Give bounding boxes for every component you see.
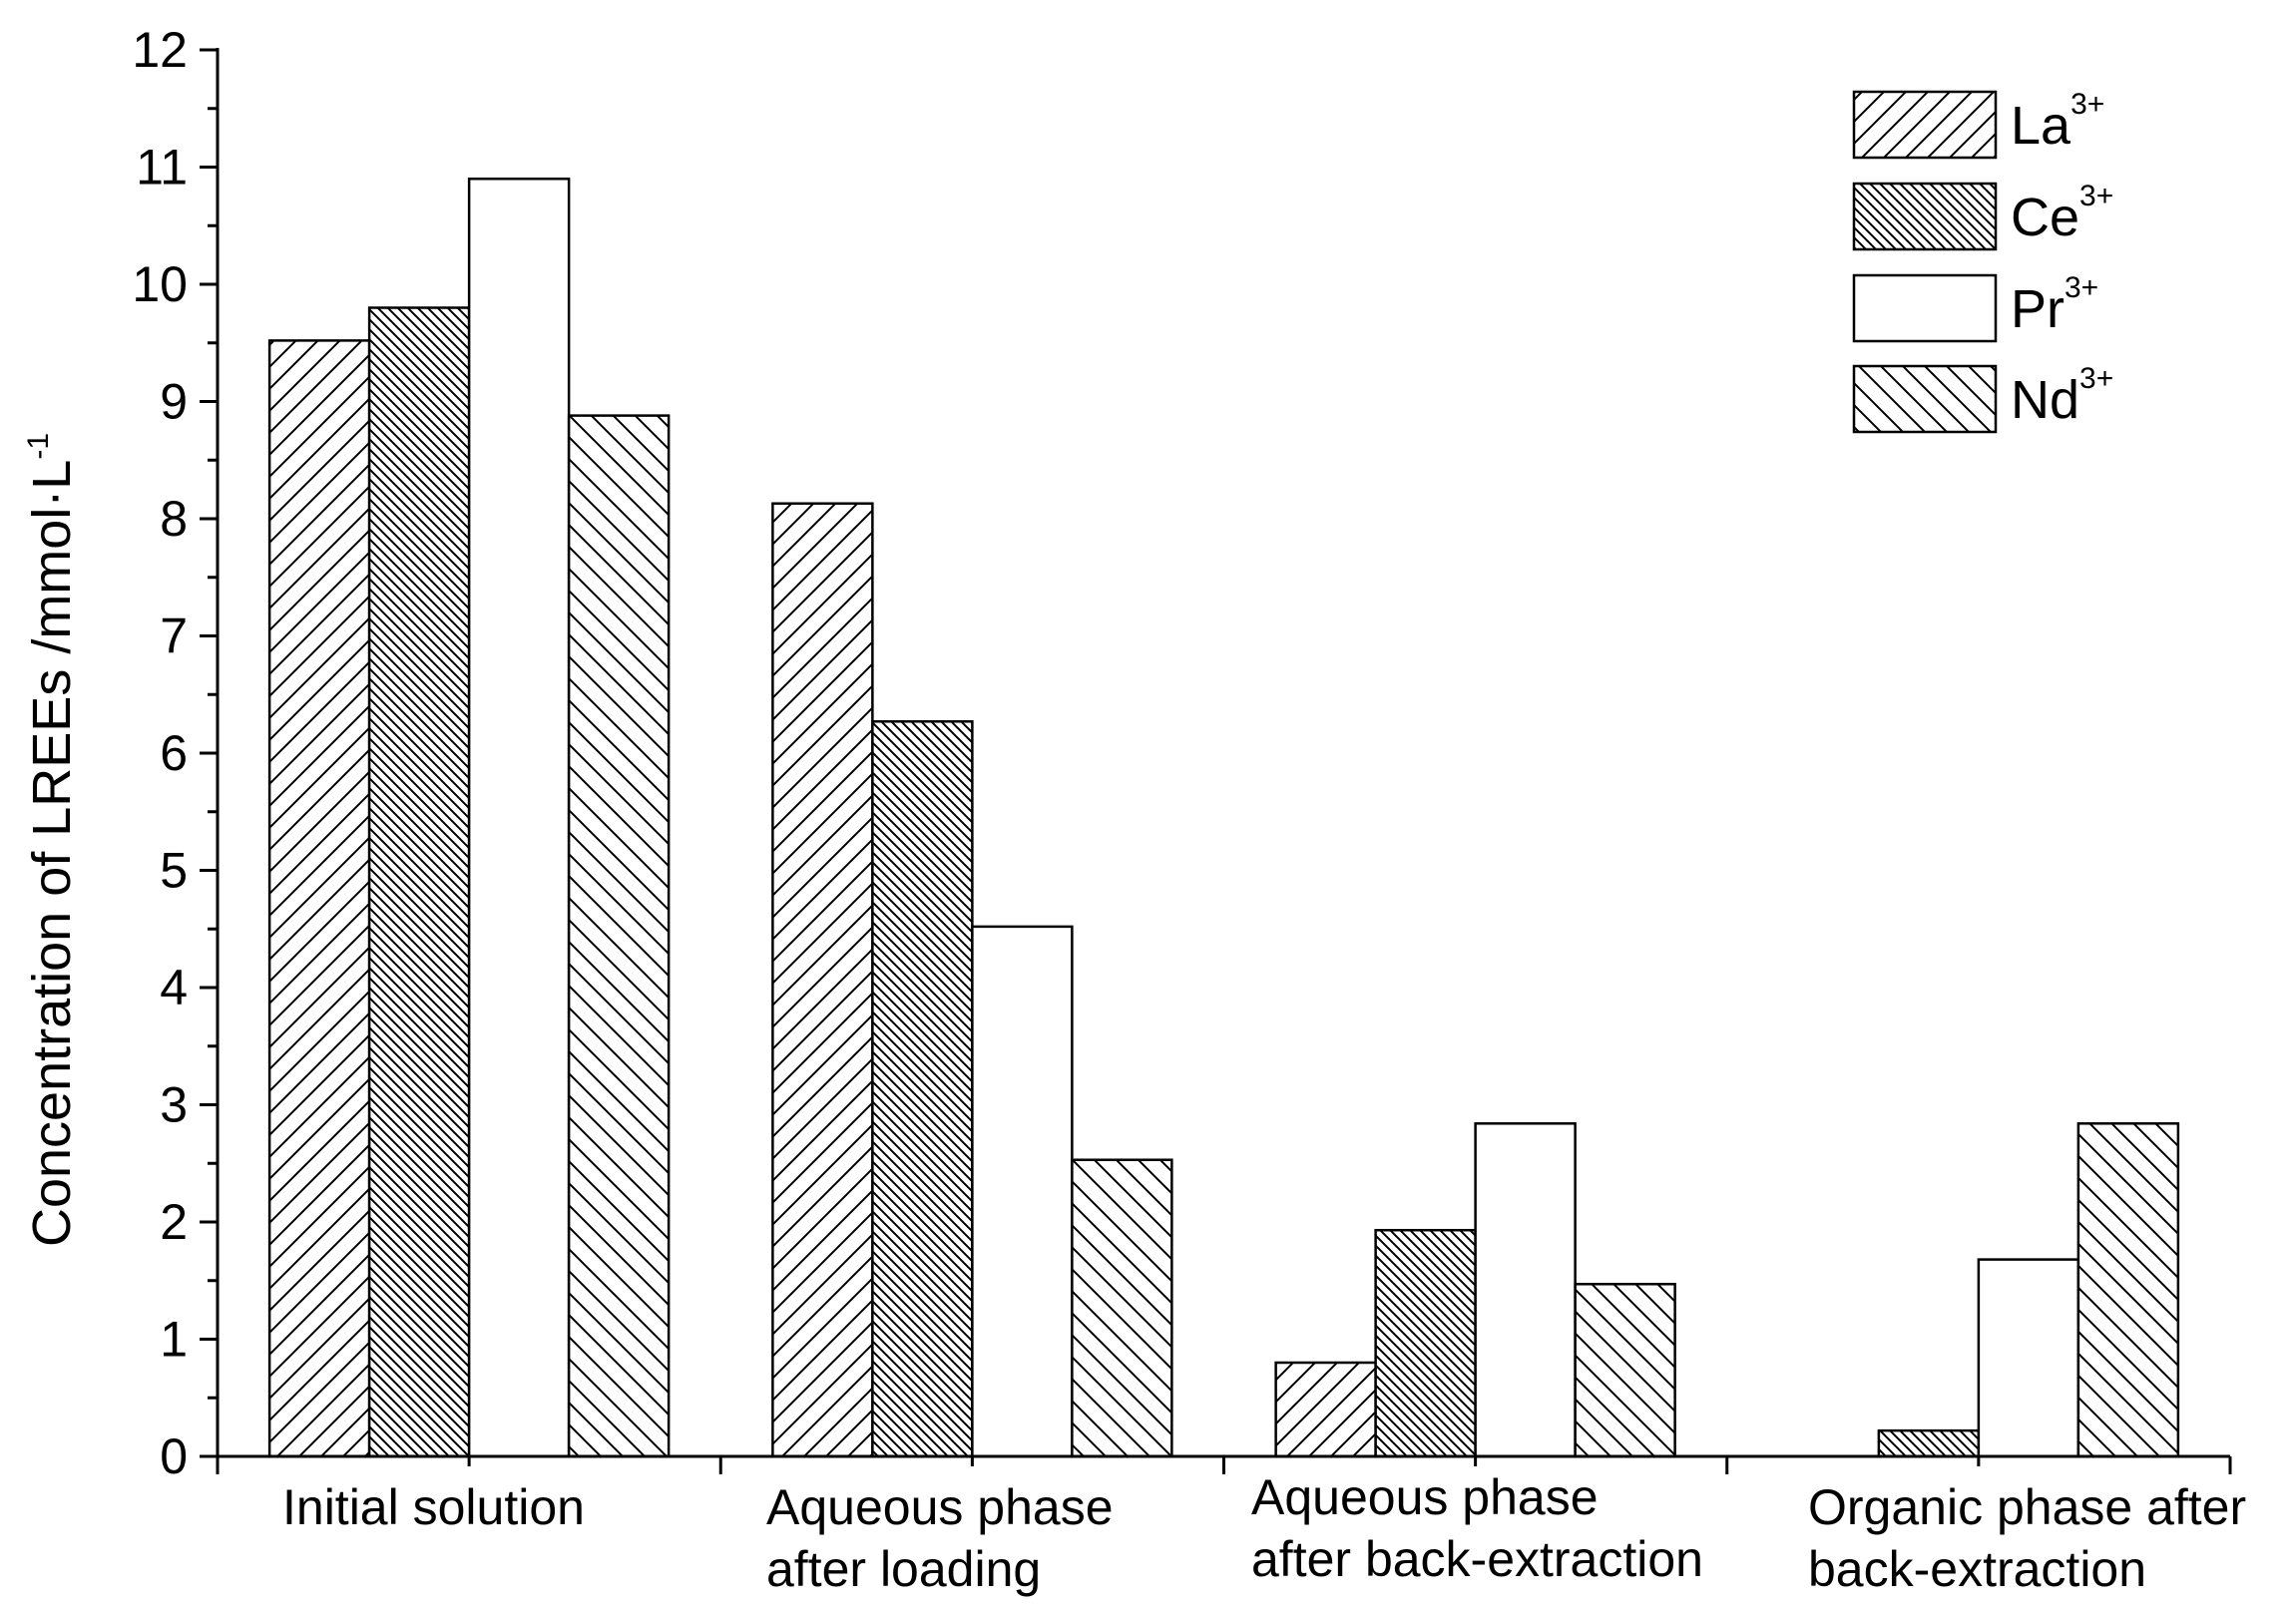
x-category-label-0: Initial solution <box>282 1479 585 1535</box>
bar-la-cat2-pattern <box>1274 1361 1377 1458</box>
y-axis-title-text: Concentration of LREEs /mmol·L <box>22 460 82 1247</box>
legend-label-la: La3+ <box>2011 88 2104 156</box>
legend: La3+ Ce3+ Pr3+ Nd3+ <box>1852 88 2113 434</box>
x-category-label-2: after back-extraction <box>1251 1531 1703 1587</box>
bar-ce-cat0-pattern <box>367 306 471 1458</box>
y-tick-label: 12 <box>132 22 188 78</box>
bar-nd-cat1-pattern <box>1071 1158 1173 1458</box>
bar-nd-cat2-pattern <box>1574 1283 1676 1458</box>
y-tick-label: 9 <box>160 374 188 430</box>
y-tick-label: 3 <box>160 1077 188 1133</box>
bar-nd-cat0-pattern <box>567 414 671 1458</box>
y-tick-label: 10 <box>132 256 188 312</box>
bar-pr-cat3-pattern <box>1977 1258 2080 1458</box>
y-axis-title: Concentration of LREEs /mmol·L-1 <box>22 433 82 1247</box>
y-tick-label: 11 <box>136 140 188 196</box>
y-tick-label: 7 <box>160 608 188 664</box>
y-tick-label: 8 <box>160 491 188 547</box>
legend-label-ce: Ce3+ <box>2011 180 2113 247</box>
y-tick-label: 5 <box>160 843 188 899</box>
bars-layer <box>267 178 2180 1458</box>
bar-nd-cat3-pattern <box>2076 1122 2180 1458</box>
bar-ce-cat2-pattern <box>1374 1228 1477 1458</box>
bar-la-cat0-pattern <box>267 339 371 1458</box>
x-category-label-1: Aqueous phase <box>766 1479 1114 1535</box>
x-category-label-2: Aqueous phase <box>1251 1469 1599 1525</box>
bar-pr-cat2-pattern <box>1474 1122 1577 1458</box>
bar-la-cat1-pattern <box>771 502 874 1458</box>
legend-swatch-pr <box>1852 273 1998 343</box>
y-tick-label: 2 <box>160 1194 188 1250</box>
legend-swatch-la <box>1852 90 1998 160</box>
bar-ce-cat3-pattern <box>1877 1428 1981 1458</box>
legend-swatch-ce <box>1852 182 1998 251</box>
legend-label-pr: Pr3+ <box>2011 271 2098 339</box>
x-category-label-3: back-extraction <box>1808 1541 2146 1597</box>
y-axis-title-superscript: -1 <box>22 433 55 460</box>
legend-swatch-nd <box>1852 364 1998 434</box>
y-tick-label: 0 <box>160 1428 188 1484</box>
y-tick-label: 4 <box>160 960 188 1015</box>
y-tick-label: 6 <box>160 725 188 781</box>
y-tick-label: 1 <box>160 1312 188 1368</box>
bar-pr-cat1-pattern <box>971 925 1074 1458</box>
bar-pr-cat0-pattern <box>467 178 571 1458</box>
bar-ce-cat1-pattern <box>871 720 974 1458</box>
x-category-label-3: Organic phase after <box>1808 1479 2246 1535</box>
legend-label-nd: Nd3+ <box>2011 362 2113 430</box>
x-category-label-1: after loading <box>766 1541 1041 1597</box>
